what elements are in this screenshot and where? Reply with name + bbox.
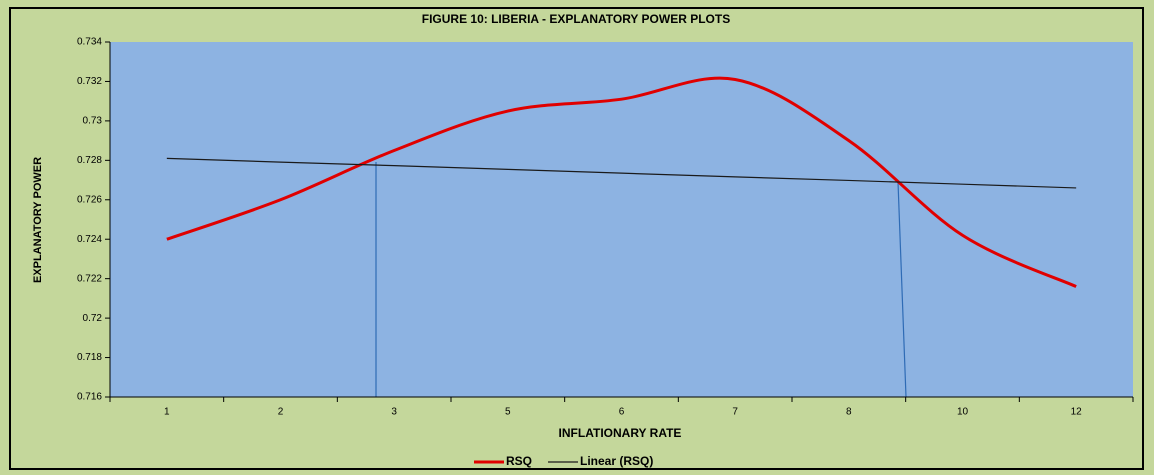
y-tick-label: 0.72 [83, 313, 103, 324]
x-tick-label: 3 [391, 407, 397, 418]
x-tick-label: 2 [278, 407, 284, 418]
x-tick-label: 12 [1071, 407, 1083, 418]
x-tick-label: 6 [619, 407, 625, 418]
line [166, 157, 1077, 189]
legend-label: Linear (RSQ) [580, 454, 653, 468]
x-tick-label: 10 [957, 407, 969, 418]
x-tick-label: 8 [846, 407, 852, 418]
y-tick-label: 0.73 [83, 116, 103, 127]
y-tick-label: 0.718 [77, 352, 102, 363]
y-axis-label: EXPLANATORY POWER [32, 157, 44, 283]
line [166, 76, 1077, 288]
y-tick-label: 0.732 [77, 76, 102, 87]
y-tick-label: 0.734 [77, 37, 102, 48]
x-tick-label: 1 [164, 407, 170, 418]
y-tick-label: 0.716 [77, 392, 102, 403]
y-tick-label: 0.726 [77, 194, 102, 205]
x-axis-label: INFLATIONARY RATE [559, 426, 682, 440]
x-tick-label: 5 [505, 407, 511, 418]
y-tick-label: 0.724 [77, 234, 102, 245]
chart-title: FIGURE 10: LIBERIA - EXPLANATORY POWER P… [422, 12, 730, 26]
plot-area [110, 42, 1133, 397]
y-tick-label: 0.728 [77, 155, 102, 166]
x-tick-label: 7 [732, 407, 738, 418]
legend-label: RSQ [506, 454, 532, 468]
y-tick-label: 0.722 [77, 273, 102, 284]
intersection-line [897, 181, 907, 398]
